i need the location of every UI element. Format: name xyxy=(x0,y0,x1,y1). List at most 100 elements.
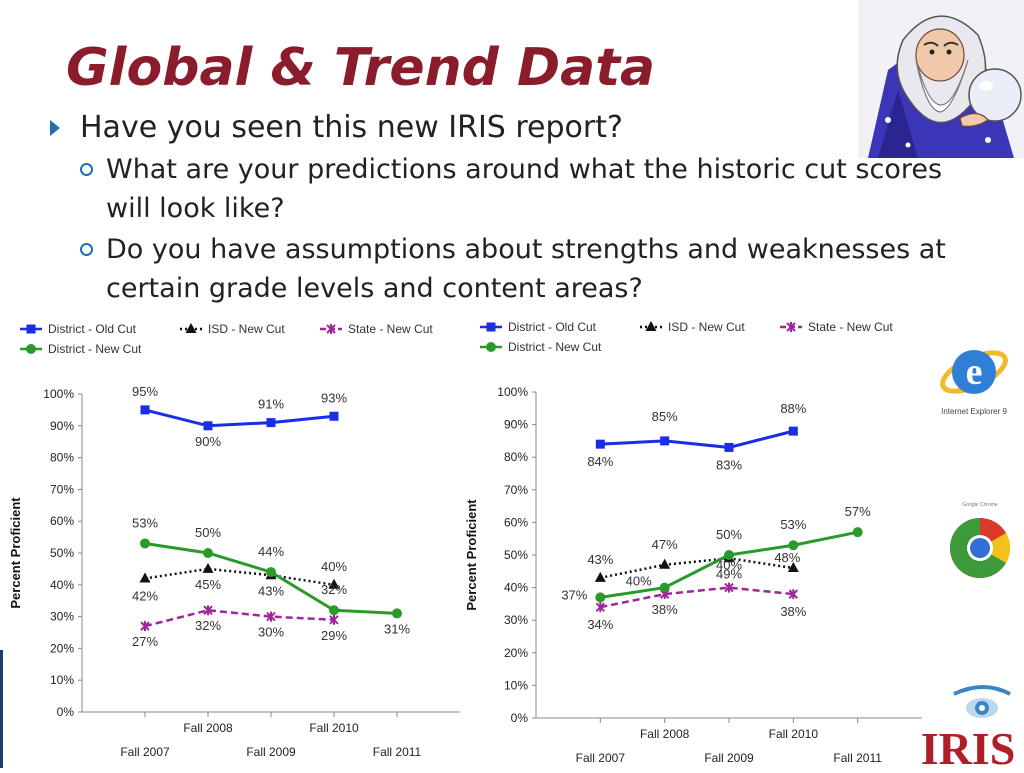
y-tick-label: 70% xyxy=(50,482,74,496)
data-point xyxy=(328,578,340,589)
data-label: 50% xyxy=(716,527,742,542)
data-label: 40% xyxy=(716,558,742,573)
legend-label: ISD - New Cut xyxy=(668,320,745,334)
series-line xyxy=(144,608,335,628)
data-point xyxy=(659,582,670,593)
data-point xyxy=(788,426,798,436)
data-label: 50% xyxy=(195,525,221,540)
data-label: 29% xyxy=(321,628,347,643)
legend-label: District - Old Cut xyxy=(508,320,597,334)
left-edge-bar xyxy=(0,650,3,768)
data-label: 83% xyxy=(716,457,742,472)
bullet-list: Have you seen this new IRIS report? What… xyxy=(50,108,990,308)
data-point xyxy=(724,550,734,560)
data-label: 43% xyxy=(587,552,613,567)
data-point xyxy=(852,527,863,538)
data-label: 38% xyxy=(652,602,678,617)
data-label: 37% xyxy=(561,587,587,602)
y-tick-label: 60% xyxy=(504,515,528,529)
chart-right-axes: 0% 10% 20% 30% 40% 50% 60% 70% 80% 90% 100% Fall 20… xyxy=(464,385,922,765)
chart-left-svg: District - Old Cut ISD - New Cut State - N… xyxy=(8,322,460,759)
data-label: 43% xyxy=(258,583,284,598)
series-line xyxy=(600,429,794,449)
ie-logo-icon: e xyxy=(940,350,1008,394)
chart-left-axes: 0% 10% 20% 30% 40% 50% 60% 70% 80% 90% 100% Fall 20… xyxy=(8,387,460,759)
data-label: 30% xyxy=(258,625,284,640)
data-label: 32% xyxy=(321,582,347,597)
legend-marker xyxy=(26,344,36,354)
data-point xyxy=(659,558,671,569)
chrome-caption: Google Chrome xyxy=(962,502,998,508)
legend-marker xyxy=(486,342,496,352)
data-point xyxy=(594,571,606,582)
y-axis-label: Percent Proficient xyxy=(8,497,23,609)
data-point xyxy=(392,608,402,619)
series-line xyxy=(600,586,794,609)
data-label: 42% xyxy=(132,588,158,603)
sub-bullet-2-text: Do you have assumptions about strengths … xyxy=(106,234,946,304)
y-tick-label: 60% xyxy=(50,514,74,528)
x-tick-label: Fall 2011 xyxy=(373,745,422,759)
sub-bullet-1-text: What are your predictions around what th… xyxy=(106,154,943,224)
data-point xyxy=(660,436,670,446)
data-label: 38% xyxy=(780,604,806,619)
data-point xyxy=(139,572,151,583)
data-point xyxy=(203,421,213,431)
data-point xyxy=(329,605,339,616)
x-tick-label: Fall 2008 xyxy=(640,727,690,741)
slide-title: Global & Trend Data xyxy=(66,38,656,98)
data-label: 34% xyxy=(587,617,613,632)
y-tick-label: 30% xyxy=(50,610,74,624)
chrome-logo-icon xyxy=(949,518,1011,579)
legend-marker xyxy=(26,324,36,334)
data-point xyxy=(202,562,214,573)
data-point xyxy=(266,611,276,622)
y-axis-label: Percent Proficient xyxy=(464,499,479,611)
x-tick-label: Fall 2010 xyxy=(769,727,819,741)
x-tick-label: Fall 2010 xyxy=(309,721,359,735)
sub-bullet-ring-icon xyxy=(80,163,93,176)
wizard-clipart-icon xyxy=(858,0,1024,158)
data-label: 44% xyxy=(258,544,284,559)
data-label: 93% xyxy=(321,390,347,405)
data-label: 53% xyxy=(132,515,158,530)
iris-text: IRIS xyxy=(921,723,1016,768)
chart-right-marks: 84%85%83%88%43%47%49%48%34%38%40%38%37%4… xyxy=(561,401,871,632)
svg-text:e: e xyxy=(966,351,983,393)
legend-marker xyxy=(185,323,197,333)
data-point xyxy=(140,405,150,415)
ie-logo: e Internet Explorer 9 xyxy=(934,336,1014,416)
chart-left-legend: District - Old Cut ISD - New Cut State - N… xyxy=(20,322,433,356)
series-line xyxy=(144,408,335,428)
legend-label: State - New Cut xyxy=(348,322,433,336)
data-point xyxy=(724,442,734,452)
ie-caption: Internet Explorer 9 xyxy=(941,407,1007,416)
sub-bullet-2: Do you have assumptions about strengths … xyxy=(80,230,990,308)
sub-bullet-1: What are your predictions around what th… xyxy=(80,150,990,228)
chart-left-marks: 95% 90% 91% 93% 42% 45% 43% 40% 27% 32% 30% 29% 53% 5… xyxy=(132,384,410,649)
bullet-arrow-icon xyxy=(50,120,60,136)
data-point xyxy=(140,621,150,632)
data-label: 90% xyxy=(195,434,221,449)
chart-right-svg: District - Old Cut ISD - New Cut State - N… xyxy=(464,320,922,765)
y-tick-label: 10% xyxy=(50,673,74,687)
y-tick-label: 20% xyxy=(504,646,528,660)
data-label: 32% xyxy=(195,618,221,633)
data-point xyxy=(140,538,150,549)
data-label: 95% xyxy=(132,384,158,399)
data-label: 27% xyxy=(132,634,158,649)
data-label: 47% xyxy=(652,537,678,552)
legend-label: District - New Cut xyxy=(508,340,602,354)
x-tick-label: Fall 2009 xyxy=(246,745,296,759)
y-tick-label: 40% xyxy=(504,581,528,595)
data-point xyxy=(203,605,213,616)
data-point xyxy=(724,582,734,593)
x-tick-label: Fall 2011 xyxy=(833,751,882,765)
y-tick-label: 0% xyxy=(57,705,75,719)
data-point xyxy=(787,562,799,573)
data-label: 49% xyxy=(716,566,742,581)
data-label: 84% xyxy=(587,454,613,469)
data-point xyxy=(788,540,799,551)
data-label: 45% xyxy=(195,577,221,592)
chart-left: District - Old Cut ISD - New Cut State - N… xyxy=(0,316,470,768)
